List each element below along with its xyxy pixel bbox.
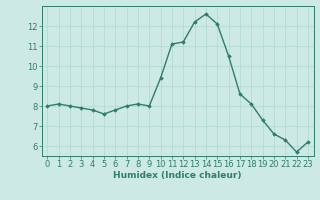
X-axis label: Humidex (Indice chaleur): Humidex (Indice chaleur) (113, 171, 242, 180)
